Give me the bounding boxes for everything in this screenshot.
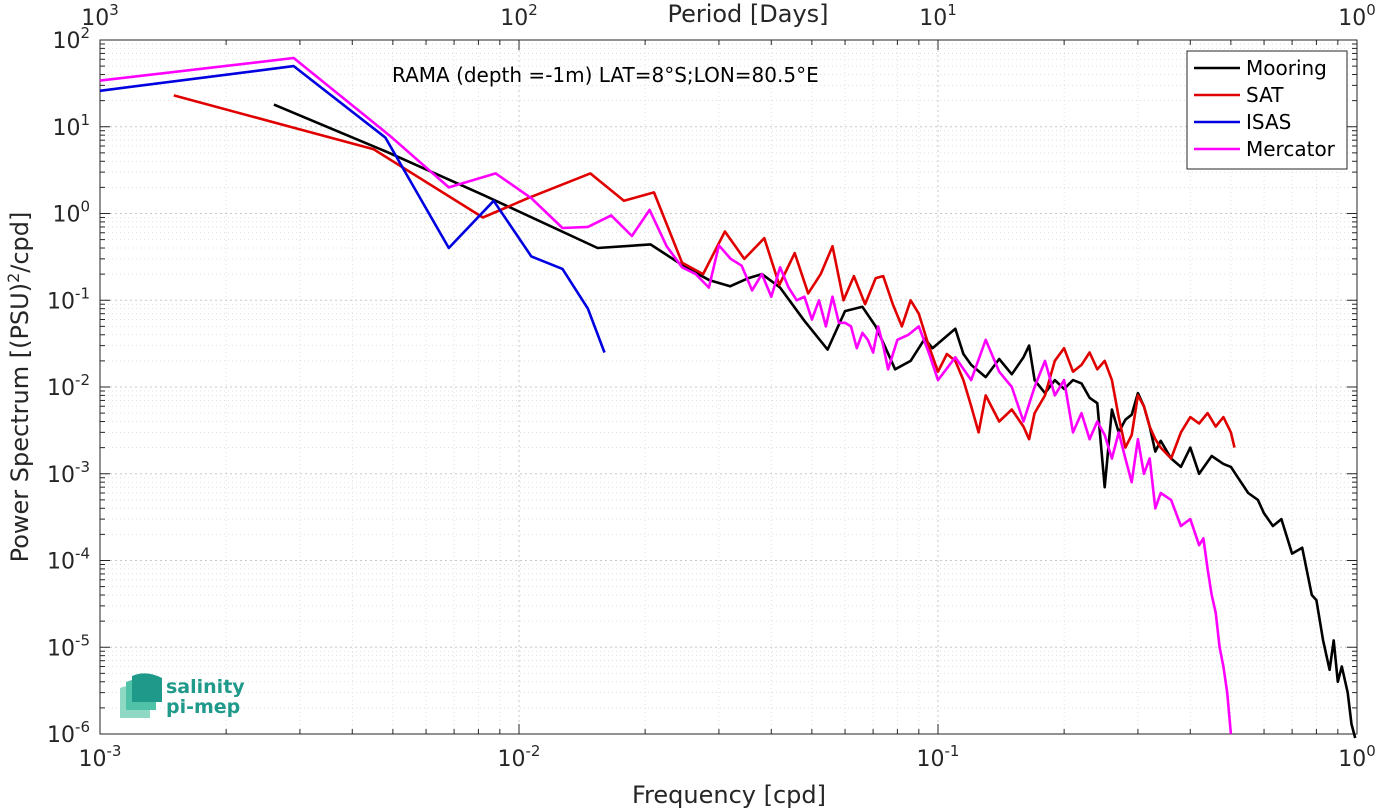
top-tick-label-base: 10 (1338, 6, 1366, 31)
minor-grid (100, 40, 1357, 734)
legend-label-sat: SAT (1246, 83, 1284, 107)
y-tick-label: 10-2 (47, 371, 90, 401)
y-tick-label-base: 10 (47, 463, 75, 488)
y-tick-label-exp: -1 (75, 284, 90, 302)
y-axis-title-main: Power Spectrum [(PSU) (6, 283, 34, 562)
x-tick-labels: 10-3 10-2 10-1 100 (79, 742, 1376, 772)
legend-label-mercator: Mercator (1246, 137, 1336, 161)
top-tick-label: 103 (81, 1, 119, 31)
station-annotation: RAMA (depth =-1m) LAT=8°S;LON=80.5°E (392, 63, 819, 87)
x-tick-label: 10-1 (917, 742, 960, 772)
y-tick-label: 100 (52, 198, 90, 228)
logo-text-pimep: pi-mep (166, 696, 240, 718)
legend: Mooring SAT ISAS Mercator (1186, 50, 1348, 170)
x-tick-label-exp: -1 (945, 742, 960, 760)
y-tick-label-exp: 1 (80, 111, 90, 129)
top-tick-label-base: 10 (500, 6, 528, 31)
top-tick-label-exp: 2 (528, 1, 538, 19)
series-sat-line (173, 94, 1236, 460)
y-tick-label-exp: -3 (75, 458, 90, 476)
y-axis-title-sup: 2 (4, 273, 23, 283)
top-tick-label-exp: 3 (109, 1, 119, 19)
logo-wave-3 (132, 673, 162, 702)
y-axis-title: Power Spectrum [(PSU)2/cpd] (4, 212, 34, 563)
top-tick-label-exp: 1 (947, 1, 957, 19)
y-tick-label-exp: -5 (75, 631, 90, 649)
y-tick-label: 101 (52, 111, 90, 141)
y-tick-label-base: 10 (47, 550, 75, 575)
top-tick-label-base: 10 (81, 6, 109, 31)
x-tick-label: 10-3 (79, 742, 122, 772)
y-tick-label-exp: 2 (80, 24, 90, 42)
salinity-pimep-logo: salinity pi-mep (120, 673, 245, 718)
top-tick-labels: 103 102 101 100 (81, 1, 1376, 31)
y-axis-title-end: /cpd] (6, 212, 34, 273)
y-tick-label: 10-6 (47, 718, 90, 748)
x-tick-label-base: 10 (917, 747, 945, 772)
top-tick-label-exp: 0 (1366, 1, 1376, 19)
logo-text-salinity: salinity (166, 676, 245, 698)
y-tick-label-exp: 0 (80, 198, 90, 216)
legend-label-isas: ISAS (1246, 110, 1291, 134)
top-axis-title: Period [Days] (667, 0, 828, 28)
y-tick-label-base: 10 (52, 203, 80, 228)
x-tick-label-base: 10 (1338, 747, 1366, 772)
series-mooring-line (273, 103, 1357, 739)
axis-ticks (99, 39, 1358, 735)
y-tick-label-base: 10 (47, 289, 75, 314)
y-tick-label-base: 10 (52, 116, 80, 141)
x-tick-label: 100 (1338, 742, 1376, 772)
y-tick-label-base: 10 (52, 29, 80, 54)
x-tick-label-exp: -2 (526, 742, 541, 760)
x-tick-label-exp: -3 (107, 742, 122, 760)
y-tick-label-exp: -6 (75, 718, 90, 736)
y-tick-label-base: 10 (47, 636, 75, 661)
y-tick-label-base: 10 (47, 723, 75, 748)
y-tick-label: 10-4 (47, 545, 90, 575)
y-tick-label: 10-5 (47, 631, 90, 661)
top-tick-label-base: 10 (919, 6, 947, 31)
series-mercator-line (99, 56, 1233, 735)
y-tick-label: 102 (52, 24, 90, 54)
y-tick-label: 10-3 (47, 458, 90, 488)
top-tick-label: 102 (500, 1, 538, 31)
y-tick-label-exp: -4 (75, 545, 90, 563)
y-tick-label: 10-1 (47, 284, 90, 314)
x-tick-label-exp: 0 (1366, 742, 1376, 760)
x-tick-label-base: 10 (79, 747, 107, 772)
top-tick-label: 101 (919, 1, 957, 31)
legend-label-mooring: Mooring (1246, 56, 1327, 80)
x-tick-label: 10-2 (498, 742, 541, 772)
y-tick-label-base: 10 (47, 376, 75, 401)
series-layer (99, 56, 1357, 739)
top-tick-label: 100 (1338, 1, 1376, 31)
x-axis-title: Frequency [cpd] (632, 781, 826, 809)
y-tick-label-exp: -2 (75, 371, 90, 389)
x-tick-label-base: 10 (498, 747, 526, 772)
series-isas-line (99, 64, 606, 353)
